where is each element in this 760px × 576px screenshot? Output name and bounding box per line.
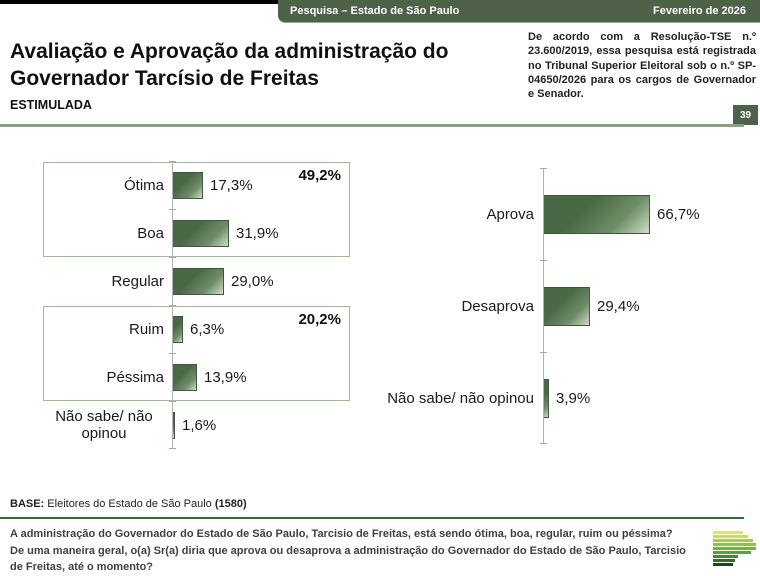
bar-pessima [172,363,197,391]
category-label: Péssima [106,368,164,386]
title-block: Avaliação e Aprovação da administração d… [10,38,515,112]
chart-row-nao-sabe: Não sabe/ não opinou 3,9% [387,352,738,444]
chart-row-otima: Ótima 17,3% [40,161,362,209]
chart-row-pessima: Péssima 13,9% [40,353,362,401]
axis-tick [169,209,176,210]
parana-pesquisas-logo [713,531,756,567]
group-total-negative: 20,2% [298,311,341,328]
chart-row-nao-sabe: Não sabe/ não opinou 1,6% [40,401,362,449]
logo-bar [713,543,756,546]
logo-bar [713,531,743,534]
category-label: Ótima [123,176,164,194]
base-count: (1580) [214,498,247,510]
bar-ruim [172,315,183,343]
header-survey-label: Pesquisa – Estado de São Paulo [290,5,460,17]
category-label: Aprova [486,205,534,223]
axis-tick [169,305,176,306]
value-label: 3,9% [556,389,591,407]
survey-questions: A administração do Governador do Estado … [10,526,700,576]
bar-regular [172,267,224,295]
value-label: 1,6% [182,416,217,434]
value-label: 13,9% [204,368,247,386]
value-label: 6,3% [190,320,225,338]
axis-tick [169,401,176,402]
chart-row-regular: Regular 29,0% [40,257,362,305]
group-box-positive: 49,2% [43,162,350,257]
axis-tick [540,168,547,169]
evaluation-bar-chart: 49,2% 20,2% Ótima 17,3% Boa 31,9% Regula… [40,161,362,449]
logo-bar [713,551,751,554]
chart-row-aprova: Aprova 66,7% [388,168,738,260]
logo-bar [713,535,748,538]
base-text: Eleitores do Estado de São Paulo [44,498,215,510]
bar-aprova [543,194,650,234]
category-label: Ruim [128,320,164,338]
axis-tick [540,260,547,261]
chart-row-desaprova: Desaprova 29,4% [388,260,738,352]
category-label: Não sabe/ não opinou [387,389,534,407]
value-label: 31,9% [236,224,279,242]
axis-tick [169,448,176,449]
question-2: De uma maneira geral, o(a) Sr(a) diria q… [10,544,686,574]
page-subtitle: ESTIMULADA [10,97,92,112]
logo-bar [713,555,738,558]
chart-row-ruim: Ruim 6,3% [40,305,362,353]
axis-tick [540,443,547,444]
page-title: Avaliação e Aprovação da administração d… [10,38,515,93]
category-axis [543,168,544,444]
axis-tick [169,161,176,162]
value-label: 17,3% [210,176,253,194]
category-label: Desaprova [461,297,534,315]
top-black-strip [0,0,278,4]
base-line: BASE: Eleitores do Estado de São Paulo (… [10,498,247,510]
page-title-line1: Avaliação e Aprovação da administração d… [10,40,449,63]
page-title-line2: Governador Tarcísio de Freitas [10,67,319,91]
header-date-label: Fevereiro de 2026 [653,5,746,17]
category-label: Regular [111,272,164,290]
bar-otima [172,171,203,199]
logo-bar [713,547,756,550]
value-label: 66,7% [657,205,700,223]
bar-desaprova [543,286,590,326]
axis-tick [540,352,547,353]
group-box-negative: 20,2% [43,306,350,401]
base-prefix: BASE: [10,498,45,510]
logo-bar [713,559,735,562]
axis-tick [169,257,176,258]
header-bar: Pesquisa – Estado de São Paulo Fevereiro… [278,0,760,22]
axis-tick [169,353,176,354]
approval-bar-chart: Aprova 66,7% Desaprova 29,4% Não sabe/ n… [387,168,738,444]
footer-divider-line [0,517,744,519]
tse-registration-note: De acordo com a Resolução-TSE n.º 23.600… [528,31,756,101]
page-number-badge: 39 [733,105,758,125]
logo-bar [713,563,733,566]
question-1: A administração do Governador do Estado … [10,528,673,540]
logo-bar [713,539,753,542]
value-label: 29,4% [597,297,640,315]
category-label: Boa [137,224,164,242]
group-total-positive: 49,2% [298,167,341,184]
header-divider-line [0,124,744,127]
value-label: 29,0% [231,272,274,290]
category-label: Não sabe/ não opinou [55,408,153,442]
chart-row-boa: Boa 31,9% [40,209,362,257]
bar-boa [172,219,229,247]
